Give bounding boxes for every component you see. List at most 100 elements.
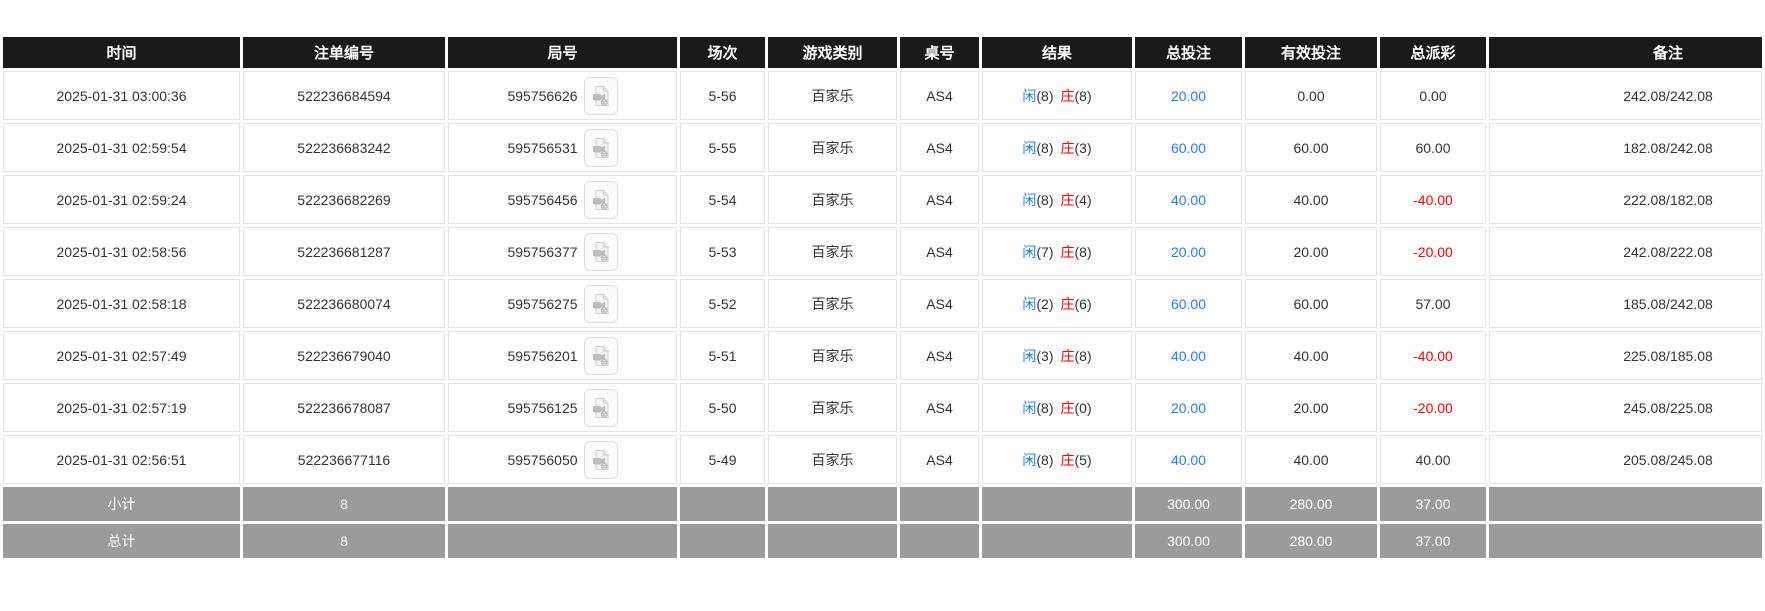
round-content: 595756275 — [507, 284, 618, 323]
total-bet-link[interactable]: 60.00 — [1170, 295, 1207, 312]
summary-total-bet: 300.00 — [1135, 524, 1242, 558]
cell-bet-id: 522236678087 — [243, 383, 445, 432]
cell-game-type: 百家乐 — [768, 331, 897, 380]
summary-body: 小计 8 300.00 280.00 37.00 总计 8 300.00 280.00 37.00 — [3, 487, 1762, 558]
column-header-6: 结果 — [982, 37, 1132, 68]
cell-bet-id: 522236684594 — [243, 71, 445, 120]
banker-points: (6) — [1074, 295, 1092, 312]
table-row: 2025-01-31 02:59:54 522236683242 595756531… — [3, 123, 1762, 172]
round-content: 595756050 — [507, 440, 618, 479]
cell-table-no: AS4 — [900, 435, 979, 484]
header-row: 时间 注单编号 局号 场次 游戏类别 桌号 结果 总投注 有效投注 总派彩 备注 — [3, 37, 1762, 68]
video-playback-icon[interactable] — [583, 128, 618, 167]
video-playback-icon[interactable] — [583, 232, 618, 271]
cell-round: 595756626 — [448, 71, 677, 120]
video-playback-icon[interactable] — [583, 336, 618, 375]
summary-empty-cell — [900, 524, 979, 558]
cell-valid-bet: 40.00 — [1245, 435, 1377, 484]
cell-session: 5-52 — [680, 279, 765, 328]
cell-session: 5-50 — [680, 383, 765, 432]
cell-result: 闲(8) 庄(3) — [982, 123, 1132, 172]
cell-total-bet: 40.00 — [1135, 175, 1242, 224]
video-playback-icon[interactable] — [583, 440, 618, 479]
round-number: 595756050 — [507, 451, 578, 468]
round-content: 595756531 — [507, 128, 618, 167]
cell-payout: -20.00 — [1380, 227, 1486, 276]
summary-payout: 37.00 — [1380, 524, 1486, 558]
cell-payout: -20.00 — [1380, 383, 1486, 432]
round-number: 595756201 — [507, 347, 578, 364]
cell-table-no: AS4 — [900, 123, 979, 172]
cell-game-type: 百家乐 — [768, 175, 897, 224]
video-playback-icon[interactable] — [583, 284, 618, 323]
banker-points: (8) — [1074, 243, 1092, 260]
player-points: (7) — [1036, 243, 1054, 260]
video-playback-icon[interactable] — [583, 180, 618, 219]
cell-result: 闲(8) 庄(4) — [982, 175, 1132, 224]
total-bet-link[interactable]: 20.00 — [1170, 243, 1207, 260]
banker-points: (0) — [1074, 399, 1092, 416]
player-points: (8) — [1036, 191, 1054, 208]
cell-total-bet: 20.00 — [1135, 383, 1242, 432]
cell-bet-id: 522236682269 — [243, 175, 445, 224]
cell-result: 闲(8) 庄(0) — [982, 383, 1132, 432]
cell-valid-bet: 40.00 — [1245, 175, 1377, 224]
total-bet-link[interactable]: 20.00 — [1170, 87, 1207, 104]
total-bet-link[interactable]: 40.00 — [1170, 347, 1207, 364]
cell-game-type: 百家乐 — [768, 123, 897, 172]
bet-records-table: 时间 注单编号 局号 场次 游戏类别 桌号 结果 总投注 有效投注 总派彩 备注 2025-01-3… — [0, 34, 1765, 487]
cell-payout: 60.00 — [1380, 123, 1486, 172]
cell-remark: 225.08/185.08 — [1489, 331, 1762, 380]
table-row: 2025-01-31 02:59:24 522236682269 595756456… — [3, 175, 1762, 224]
cell-remark: 245.08/225.08 — [1489, 383, 1762, 432]
table-row: 2025-01-31 02:57:19 522236678087 595756125… — [3, 383, 1762, 432]
banker-points: (3) — [1074, 139, 1092, 156]
total-bet-link[interactable]: 60.00 — [1170, 139, 1207, 156]
summary-total-bet: 300.00 — [1135, 487, 1242, 521]
total-bet-link[interactable]: 40.00 — [1170, 191, 1207, 208]
cell-time: 2025-01-31 02:58:18 — [3, 279, 240, 328]
summary-row: 总计 8 300.00 280.00 37.00 — [3, 524, 1762, 558]
cell-time: 2025-01-31 02:58:56 — [3, 227, 240, 276]
cell-round: 595756201 — [448, 331, 677, 380]
cell-total-bet: 40.00 — [1135, 435, 1242, 484]
cell-round: 595756456 — [448, 175, 677, 224]
video-playback-icon[interactable] — [583, 388, 618, 427]
summary-empty-cell — [680, 487, 765, 521]
video-playback-icon[interactable] — [583, 76, 618, 115]
cell-remark: 242.08/222.08 — [1489, 227, 1762, 276]
player-points: (8) — [1036, 451, 1054, 468]
total-bet-link[interactable]: 20.00 — [1170, 399, 1207, 416]
player-points: (2) — [1036, 295, 1054, 312]
summary-empty-cell — [768, 524, 897, 558]
cell-result: 闲(7) 庄(8) — [982, 227, 1132, 276]
cell-table-no: AS4 — [900, 175, 979, 224]
cell-bet-id: 522236681287 — [243, 227, 445, 276]
video-file-icon-glyph — [592, 449, 609, 470]
banker-label: 庄 — [1060, 347, 1075, 364]
banker-label: 庄 — [1060, 243, 1075, 260]
summary-bet-count: 8 — [243, 487, 445, 521]
table-row: 2025-01-31 02:58:18 522236680074 595756275… — [3, 279, 1762, 328]
cell-round: 595756275 — [448, 279, 677, 328]
cell-time: 2025-01-31 02:57:49 — [3, 331, 240, 380]
banker-label: 庄 — [1060, 87, 1075, 104]
cell-table-no: AS4 — [900, 279, 979, 328]
summary-empty-cell — [448, 487, 677, 521]
cell-session: 5-54 — [680, 175, 765, 224]
cell-time: 2025-01-31 02:59:54 — [3, 123, 240, 172]
cell-time: 2025-01-31 02:57:19 — [3, 383, 240, 432]
cell-session: 5-53 — [680, 227, 765, 276]
cell-valid-bet: 0.00 — [1245, 71, 1377, 120]
player-label: 闲 — [1022, 399, 1037, 416]
total-bet-link[interactable]: 40.00 — [1170, 451, 1207, 468]
banker-points: (5) — [1074, 451, 1092, 468]
column-header-8: 有效投注 — [1245, 37, 1377, 68]
cell-round: 595756050 — [448, 435, 677, 484]
cell-table-no: AS4 — [900, 227, 979, 276]
cell-game-type: 百家乐 — [768, 435, 897, 484]
cell-game-type: 百家乐 — [768, 227, 897, 276]
cell-valid-bet: 40.00 — [1245, 331, 1377, 380]
round-number: 595756626 — [507, 87, 578, 104]
column-header-2: 局号 — [448, 37, 677, 68]
